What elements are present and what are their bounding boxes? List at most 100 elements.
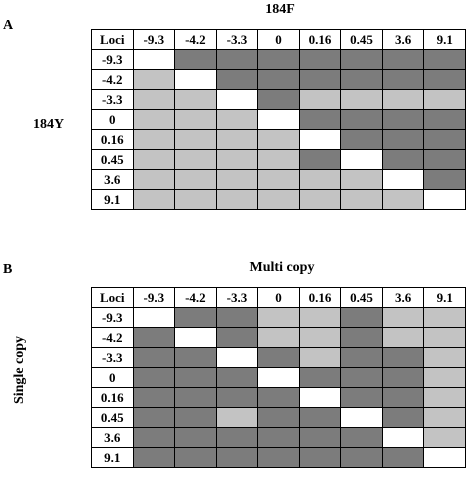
matrix-cell-dark [132,347,176,368]
matrix-row: 3.6 [91,427,466,448]
matrix-cell-light [257,307,300,328]
column-header: 0.16 [298,287,342,308]
matrix-cell-light [257,149,300,170]
matrix-cell-light [257,129,300,150]
matrix-cell-dark [298,149,342,170]
matrix-row: 9.1 [91,189,466,210]
matrix-cell-dark [132,387,176,408]
matrix-cell-dark [298,427,342,448]
matrix-cell-light [423,387,466,408]
row-header: -3.3 [91,89,134,110]
matrix-cell-dark [257,69,300,90]
matrix-cell-dark [298,407,342,428]
matrix-cell-dark [298,447,342,468]
row-header: 0 [91,367,134,388]
matrix-cell-white [298,387,342,408]
matrix-cell-light [423,89,466,110]
matrix-cell-white [257,109,300,130]
matrix-row: -4.2 [91,327,466,348]
matrix-cell-dark [132,407,176,428]
matrix-cell-dark [423,69,466,90]
matrix-cell-light [215,149,259,170]
row-header: 0.45 [91,407,134,428]
column-header: 0.45 [340,287,383,308]
matrix-cell-light [298,347,342,368]
matrix-cell-light [381,327,425,348]
panel-a-row-title: 184Y [33,117,65,132]
row-header: 0.16 [91,129,134,150]
matrix-cell-dark [257,387,300,408]
matrix-cell-light [298,169,342,190]
matrix-cell-dark [174,387,217,408]
panel-b-column-title: Multi copy [249,260,315,275]
row-header: -3.3 [91,347,134,368]
matrix-cell-light [298,307,342,328]
matrix-cell-dark [298,367,342,388]
matrix-row: 0.16 [91,387,466,408]
matrix-cell-dark [340,109,383,130]
matrix-cell-light [257,189,300,210]
matrix-cell-dark [381,109,425,130]
matrix-cell-light [423,407,466,428]
matrix-row: 0 [91,367,466,388]
panel-a-label: A [3,18,14,33]
matrix-row: -9.3 [91,307,466,328]
matrix-cell-dark [298,109,342,130]
matrix-cell-dark [257,89,300,110]
matrix-cell-light [423,367,466,388]
matrix-cell-light [381,89,425,110]
row-header: -9.3 [91,49,134,70]
matrix-cell-dark [423,49,466,70]
matrix-cell-dark [423,129,466,150]
matrix-cell-light [215,407,259,428]
matrix-cell-white [381,427,425,448]
matrix-cell-light [298,189,342,210]
matrix-cell-light [340,169,383,190]
matrix-cell-light [257,327,300,348]
matrix-cell-dark [174,49,217,70]
matrix-cell-dark [340,387,383,408]
matrix-cell-dark [340,69,383,90]
matrix-cell-white [340,407,383,428]
matrix-cell-dark [257,447,300,468]
matrix-cell-light [132,89,176,110]
matrix-cell-dark [381,347,425,368]
column-header: 3.6 [381,287,425,308]
matrix-cell-light [174,149,217,170]
column-header: -3.3 [215,287,259,308]
matrix-cell-dark [132,327,176,348]
matrix-cell-dark [215,307,259,328]
matrix-cell-dark [381,407,425,428]
matrix-cell-dark [132,427,176,448]
column-header: -9.3 [132,29,176,50]
matrix-cell-white [298,129,342,150]
matrix-cell-white [215,89,259,110]
matrix-cell-white [381,169,425,190]
matrix-row: -3.3 [91,347,466,368]
matrix-cell-dark [174,427,217,448]
matrix-cell-light [257,169,300,190]
matrix-cell-light [298,89,342,110]
matrix-cell-dark [174,407,217,428]
matrix-row: 0.16 [91,129,466,150]
matrix-cell-light [423,427,466,448]
matrix-cell-dark [174,367,217,388]
matrix-cell-white [340,149,383,170]
matrix-cell-dark [215,69,259,90]
matrix-cell-dark [174,447,217,468]
matrix-cell-white [257,367,300,388]
matrix-cell-dark [423,109,466,130]
matrix-cell-light [132,149,176,170]
matrix-cell-light [215,109,259,130]
matrix-cell-light [423,327,466,348]
column-header: -4.2 [174,29,217,50]
matrix-cell-dark [257,427,300,448]
matrix-cell-light [174,169,217,190]
matrix-cell-dark [340,427,383,448]
matrix-cell-dark [257,407,300,428]
matrix-cell-white [423,189,466,210]
matrix-row: 0.45 [91,149,466,170]
matrix-cell-dark [423,169,466,190]
matrix-cell-dark [381,129,425,150]
matrix-cell-light [174,129,217,150]
